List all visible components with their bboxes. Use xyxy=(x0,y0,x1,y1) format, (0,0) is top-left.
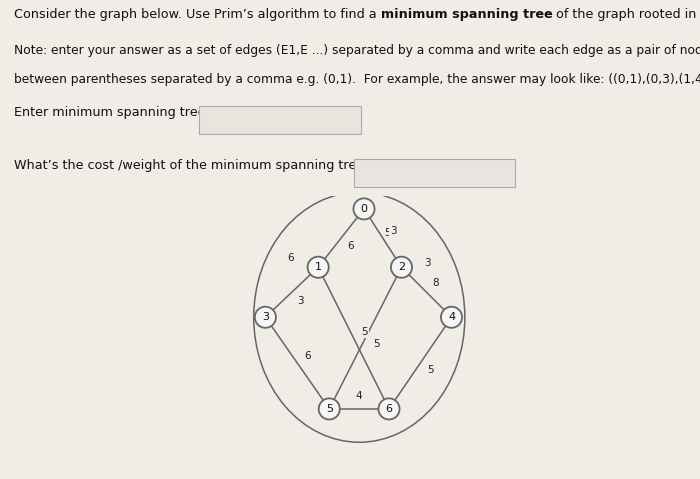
Text: 6: 6 xyxy=(348,241,354,251)
Text: of the graph rooted in: of the graph rooted in xyxy=(552,8,700,21)
Text: 2: 2 xyxy=(398,262,405,272)
Text: 0: 0 xyxy=(360,204,368,214)
Text: 5: 5 xyxy=(326,404,332,414)
Text: between parentheses separated by a comma e.g. (0,1).  For example, the answer ma: between parentheses separated by a comma… xyxy=(14,73,700,86)
FancyBboxPatch shape xyxy=(354,159,514,187)
Circle shape xyxy=(391,257,412,278)
Text: 3: 3 xyxy=(425,258,431,268)
Text: 5: 5 xyxy=(384,228,391,238)
Text: What’s the cost /weight of the minimum spanning tree?: What’s the cost /weight of the minimum s… xyxy=(14,159,371,172)
Text: 5: 5 xyxy=(373,339,380,349)
Text: Note: enter your answer as a set of edges (E1,E ...) separated by a comma and wr: Note: enter your answer as a set of edge… xyxy=(14,44,700,57)
Text: 6: 6 xyxy=(304,351,311,361)
Text: 3: 3 xyxy=(262,312,269,322)
Text: 3: 3 xyxy=(390,226,397,236)
Circle shape xyxy=(379,399,400,420)
Text: 4: 4 xyxy=(448,312,455,322)
Text: minimum spanning tree: minimum spanning tree xyxy=(381,8,552,21)
Text: Consider the graph below. Use Prim’s algorithm to find a: Consider the graph below. Use Prim’s alg… xyxy=(14,8,381,21)
Text: 5: 5 xyxy=(427,365,434,375)
Circle shape xyxy=(307,257,329,278)
Circle shape xyxy=(255,307,276,328)
Circle shape xyxy=(441,307,462,328)
Text: 4: 4 xyxy=(356,391,363,401)
Text: 6: 6 xyxy=(287,252,294,262)
Text: 6: 6 xyxy=(386,404,393,414)
Text: 8: 8 xyxy=(432,278,439,288)
Text: 5: 5 xyxy=(361,328,368,338)
Circle shape xyxy=(318,399,340,420)
Text: 1: 1 xyxy=(315,262,322,272)
FancyBboxPatch shape xyxy=(199,106,360,134)
Circle shape xyxy=(354,198,374,219)
Text: 3: 3 xyxy=(297,297,304,306)
Text: Enter minimum spanning tree:: Enter minimum spanning tree: xyxy=(14,106,210,119)
